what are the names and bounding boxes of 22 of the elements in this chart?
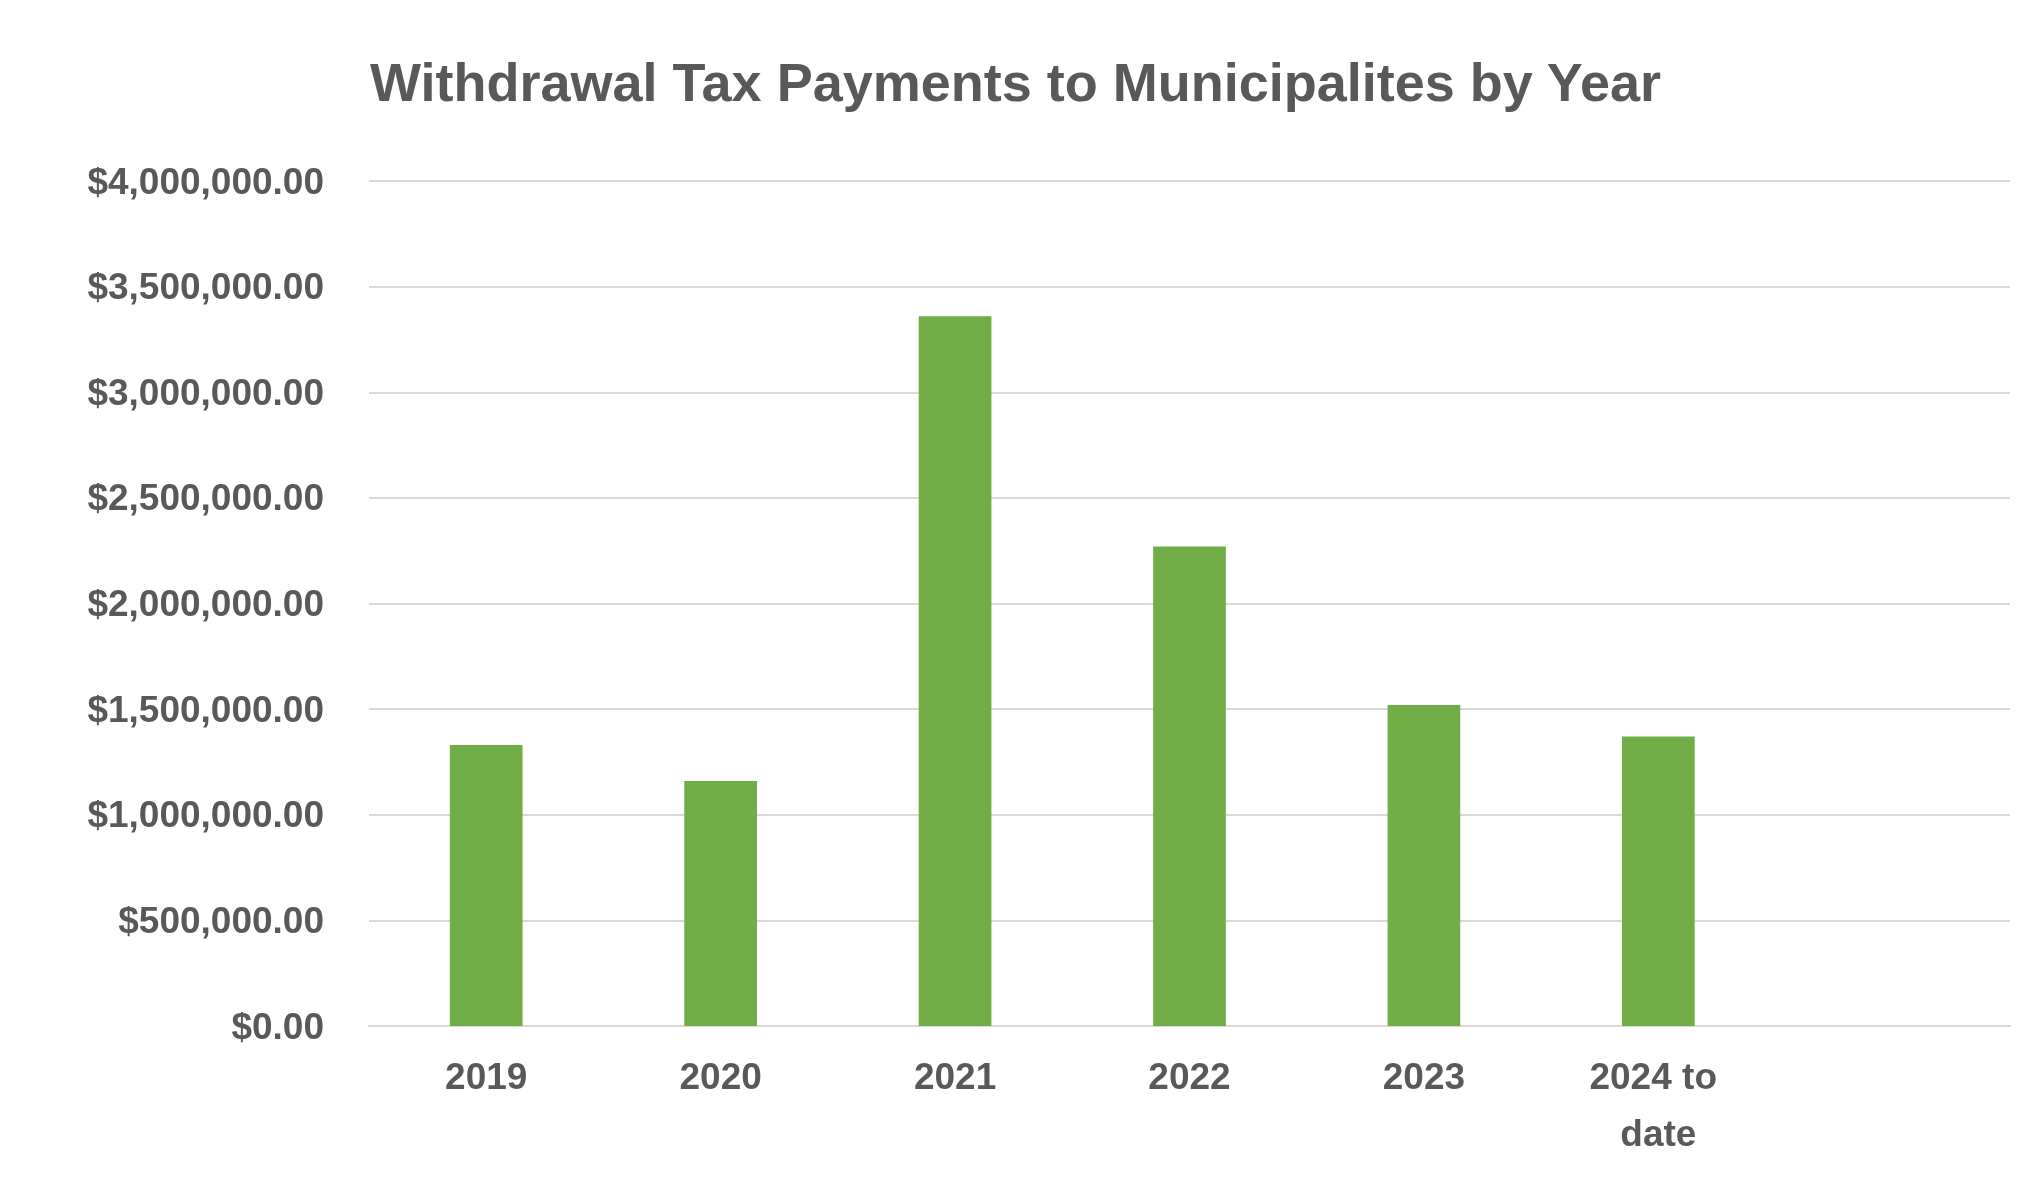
y-tick-label: $1,000,000.00 xyxy=(87,794,324,836)
y-tick-label: $1,500,000.00 xyxy=(87,688,324,730)
x-tick-label: 2020 xyxy=(679,1056,762,1097)
x-tick-label: 2019 xyxy=(445,1056,528,1097)
x-tick-label: 2024 to date xyxy=(1589,1056,1728,1154)
y-tick-label: $2,500,000.00 xyxy=(87,477,324,519)
bar xyxy=(684,780,757,1026)
y-tick-label: $3,500,000.00 xyxy=(87,266,324,308)
bar xyxy=(1622,736,1695,1026)
x-tick-label: 2021 xyxy=(913,1056,997,1097)
y-tick-label: $500,000.00 xyxy=(118,899,324,941)
chart-title: Withdrawal Tax Payments to Municipalites by Year xyxy=(370,52,1661,112)
y-tick-label: $0.00 xyxy=(231,1005,324,1047)
y-tick-label: $2,000,000.00 xyxy=(87,583,324,624)
bar xyxy=(1387,704,1461,1026)
bar xyxy=(449,745,523,1026)
x-tick-label: 2022 xyxy=(1148,1056,1231,1097)
x-tick-label: 2023 xyxy=(1382,1056,1466,1097)
bar xyxy=(918,316,992,1026)
y-tick-label: $4,000,000.00 xyxy=(87,160,324,202)
y-tick-label: $3,000,000.00 xyxy=(87,371,324,413)
bar xyxy=(1153,546,1226,1026)
